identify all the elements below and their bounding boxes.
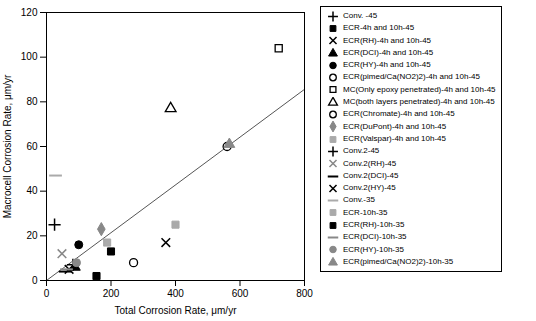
html-text:ECR(pimed/Ca(NO2)2)-4h and 10h: ECR(pimed/Ca(NO2)2)-4h and 10h-45: [343, 72, 480, 82]
html-text:ECR(pimed/Ca(NO2)2)-10h-35: ECR(pimed/Ca(NO2)2)-10h-35: [343, 256, 454, 266]
svg-text:20: 20: [26, 230, 38, 241]
svg-text:40: 40: [26, 185, 38, 196]
html-text:Conv.2(DCI)-45: Conv.2(DCI)-45: [343, 170, 399, 180]
svg-text:Macrocell Corrosion Rate, μm/y: Macrocell Corrosion Rate, μm/yr: [2, 74, 13, 218]
svg-text:80: 80: [26, 96, 38, 107]
svg-text:0: 0: [44, 288, 50, 299]
html-text:Conv. -45: Conv. -45: [343, 11, 378, 20]
html-text:ECR(RH)-4h and 10h-45: ECR(RH)-4h and 10h-45: [343, 35, 431, 45]
html-text:ECR(Chromate)-4h and 10h-45: ECR(Chromate)-4h and 10h-45: [343, 109, 455, 119]
html-text:ECR(RH)-10h-35: ECR(RH)-10h-35: [343, 220, 405, 229]
html-text:ECR(DCI)-4h and 10h-45: ECR(DCI)-4h and 10h-45: [343, 47, 434, 57]
html-text:Conv.2(RH)-45: Conv.2(RH)-45: [343, 158, 397, 168]
html-text:ECR(DuPont)-4h and 10h-45: ECR(DuPont)-4h and 10h-45: [343, 121, 447, 131]
html-text:ECR(DCI)-10h-35: ECR(DCI)-10h-35: [343, 232, 407, 242]
html-text:ECR-10h-35: ECR-10h-35: [343, 207, 388, 217]
html-text:ECR-4h and 10h-45: ECR-4h and 10h-45: [343, 23, 415, 33]
html-text:ECR(HY)-4h and 10h-45: ECR(HY)-4h and 10h-45: [343, 60, 431, 70]
html-text:ECR(HY)-10h-35: ECR(HY)-10h-35: [343, 244, 404, 254]
svg-text:60: 60: [26, 141, 38, 152]
html-text:Conv.2-45: Conv.2-45: [343, 146, 380, 156]
svg-text:800: 800: [296, 288, 313, 299]
svg-text:100: 100: [21, 51, 38, 62]
svg-text:200: 200: [103, 288, 120, 299]
svg-text:120: 120: [21, 7, 38, 18]
html-text:Conv.2(HY)-45: Conv.2(HY)-45: [343, 183, 396, 193]
svg-text:0: 0: [32, 275, 38, 286]
svg-text:Total Corrosion Rate, μm/yr: Total Corrosion Rate, μm/yr: [115, 305, 238, 316]
html-text:MC(Only epoxy penetrated)-4h a: MC(Only epoxy penetrated)-4h and 10h-45: [343, 84, 496, 94]
svg-text:600: 600: [232, 288, 249, 299]
html-text:ECR(Valspar)-4h and 10h-45: ECR(Valspar)-4h and 10h-45: [343, 134, 446, 143]
html-text:Conv.-35: Conv.-35: [343, 195, 375, 205]
html-text:MC(both layers penetrated)-4h: MC(both layers penetrated)-4h and 10h-45: [343, 97, 495, 107]
svg-text:400: 400: [167, 288, 184, 299]
